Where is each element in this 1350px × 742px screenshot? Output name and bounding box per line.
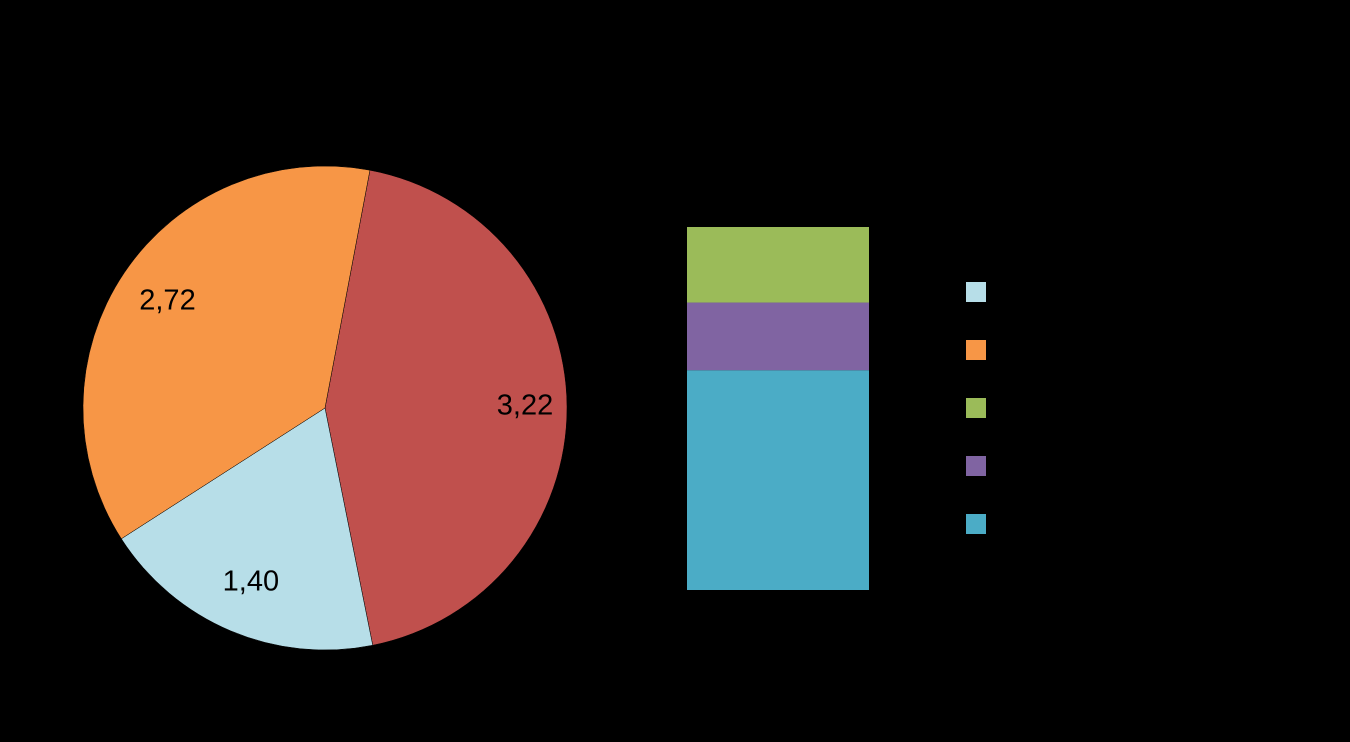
pie-slice [121, 407, 374, 651]
bar-segment [687, 227, 869, 303]
pie-slice [82, 165, 371, 540]
legend-swatch [966, 282, 986, 302]
data-label: 3,22 [497, 389, 553, 421]
legend-swatch [966, 340, 986, 360]
data-label: 1,40 [223, 566, 279, 598]
legend-swatch [966, 456, 986, 476]
legend-swatch [966, 514, 986, 534]
legend-swatch [966, 398, 986, 418]
pie-slice [324, 169, 568, 646]
data-label: 2,72 [139, 284, 195, 316]
bar-segment [687, 370, 869, 590]
bar-segment [687, 302, 869, 371]
